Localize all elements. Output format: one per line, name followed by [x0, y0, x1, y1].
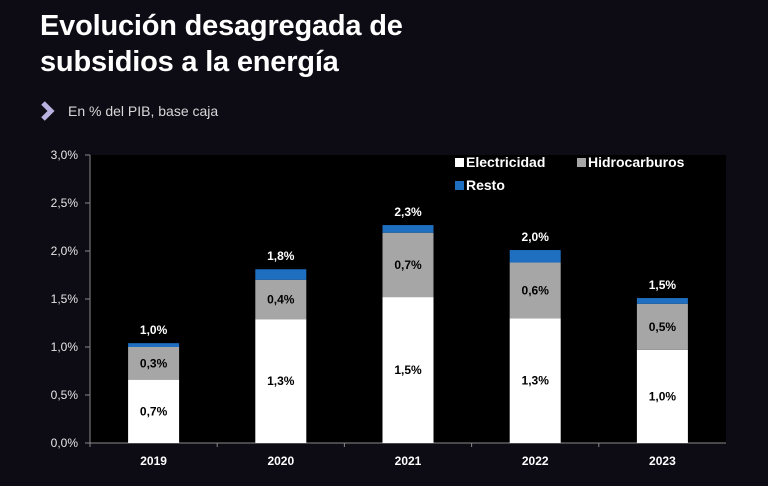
bar-value-label: 1,5%	[394, 363, 422, 377]
bar-value-label: 0,5%	[649, 320, 677, 334]
x-tick-label: 2023	[649, 454, 676, 468]
bar-value-label: 1,0%	[649, 389, 677, 403]
chevron-right-icon	[41, 101, 55, 121]
y-tick-label: 0,5%	[51, 388, 79, 402]
subtitle-text: En % del PIB, base caja	[68, 103, 219, 119]
bar-value-label: 0,6%	[522, 283, 550, 297]
bar-resto-2023	[636, 298, 688, 304]
bar-value-label: 0,7%	[140, 404, 168, 418]
bar-electricidad-2020	[255, 319, 307, 443]
bar-electricidad-2022	[509, 318, 561, 443]
subtitle: En % del PIB, base caja	[40, 101, 218, 121]
y-tick-label: 2,5%	[51, 196, 79, 210]
bar-resto-2021	[382, 225, 434, 233]
bar-total-label: 2,3%	[394, 205, 422, 219]
bar-total-label: 1,5%	[649, 278, 677, 292]
title-line-2: subsidios a la energía	[40, 46, 339, 78]
bar-hidrocarburos-2019	[128, 347, 180, 380]
chart-title: Evolución desagregada de subsidios a la …	[40, 8, 600, 80]
title-line-1: Evolución desagregada de	[40, 10, 403, 42]
x-tick-label: 2019	[140, 454, 167, 468]
bar-value-label: 1,3%	[522, 374, 550, 388]
bar-resto-2022	[509, 250, 561, 263]
legend-swatch-resto	[455, 181, 464, 190]
bar-total-label: 1,8%	[267, 249, 295, 263]
y-tick-label: 2,0%	[51, 244, 79, 258]
bar-value-label: 0,3%	[140, 356, 168, 370]
bar-electricidad-2021	[382, 297, 434, 443]
bar-hidrocarburos-2021	[382, 232, 434, 298]
legend-label-electricidad: Electricidad	[466, 154, 545, 170]
bar-electricidad-2023	[636, 349, 688, 443]
legend-label-hidrocarburos: Hidrocarburos	[588, 154, 685, 170]
y-tick-label: 3,0%	[51, 148, 79, 162]
y-tick-label: 0,0%	[51, 436, 79, 450]
legend-swatch-hidrocarburos	[577, 158, 586, 167]
bar-hidrocarburos-2022	[509, 262, 561, 319]
y-tick-label: 1,0%	[51, 340, 79, 354]
legend-label-resto: Resto	[466, 177, 505, 193]
x-tick-label: 2021	[395, 454, 422, 468]
bar-total-label: 2,0%	[522, 230, 550, 244]
y-tick-label: 1,5%	[51, 292, 79, 306]
bar-hidrocarburos-2020	[255, 279, 307, 320]
bar-resto-2019	[128, 343, 180, 347]
bar-value-label: 0,4%	[267, 292, 295, 306]
bar-resto-2020	[255, 269, 307, 280]
bar-value-label: 1,3%	[267, 374, 295, 388]
x-tick-label: 2020	[267, 454, 294, 468]
legend-swatch-electricidad	[455, 158, 464, 167]
bar-total-label: 1,0%	[140, 323, 168, 337]
bar-value-label: 0,7%	[394, 258, 422, 272]
bar-electricidad-2019	[128, 379, 180, 443]
x-tick-label: 2022	[522, 454, 549, 468]
bar-hidrocarburos-2023	[636, 303, 688, 350]
